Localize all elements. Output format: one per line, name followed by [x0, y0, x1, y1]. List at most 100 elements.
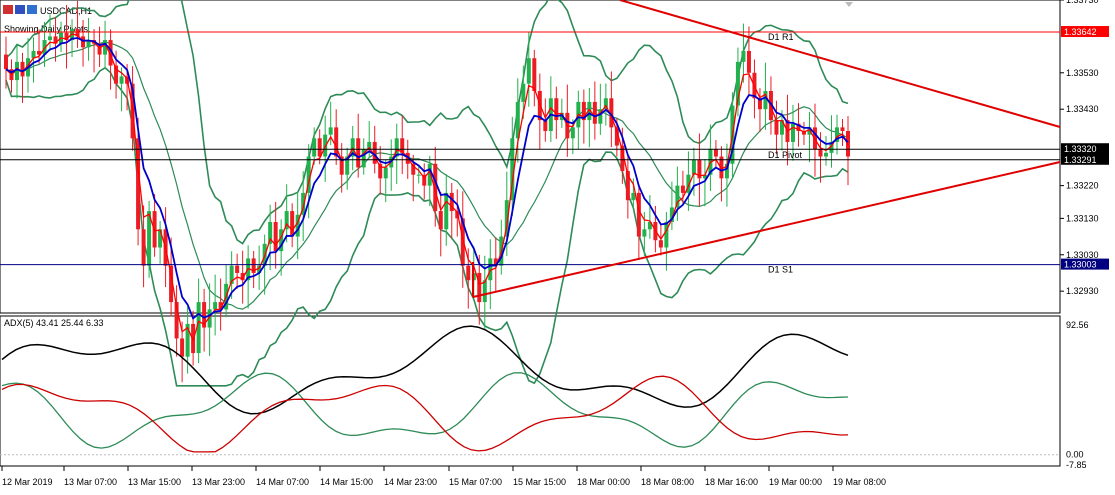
candle-body [75, 29, 80, 37]
candle-body [526, 58, 531, 84]
header: USDCAD,H1 Showing Daily Pivots. [3, 5, 92, 34]
candle-body [829, 141, 834, 153]
adx-main-line [1, 325, 849, 415]
candle-body [136, 138, 141, 230]
candle-body [306, 156, 311, 193]
candle-body [664, 222, 669, 248]
scroll-marker-icon[interactable] [845, 2, 853, 7]
time-tick-label: 19 Mar 00:00 [769, 477, 822, 487]
candle-body [229, 265, 234, 284]
candle-body [356, 138, 361, 168]
adx-title: ADX(5) 43.41 25.44 6.33 [4, 318, 104, 328]
candle-body [477, 272, 482, 303]
candle-body [433, 163, 438, 212]
time-tick-label: 13 Mar 23:00 [192, 477, 245, 487]
pivot-price-tag-text: 1.33003 [1064, 260, 1097, 270]
candle-body [570, 127, 575, 139]
time-tick-label: 18 Mar 16:00 [705, 477, 758, 487]
main-plot-frame [0, 0, 1061, 314]
time-tick-label: 12 Mar 2019 [2, 477, 53, 487]
time-tick-label: 15 Mar 15:00 [513, 477, 566, 487]
candle-body [345, 156, 350, 175]
candle-body [521, 83, 526, 102]
candle-body [840, 127, 845, 132]
candle-body [339, 156, 344, 175]
candle-body [361, 149, 366, 168]
candle-body [587, 101, 592, 121]
candle-body [108, 40, 113, 66]
candle-body [383, 167, 388, 179]
candle-body [444, 192, 449, 230]
candle-body [581, 101, 586, 121]
candle-body [466, 265, 471, 281]
candle-body [213, 302, 218, 310]
candle-body [141, 229, 146, 266]
candle-body [438, 211, 443, 230]
candle-body [631, 192, 636, 201]
candle-body [158, 229, 163, 248]
candle-body [724, 163, 729, 179]
candle-body [185, 323, 190, 357]
candle-body [312, 138, 317, 157]
time-tick-label: 14 Mar 07:00 [256, 477, 309, 487]
candles [4, 0, 850, 383]
candle-body [763, 90, 768, 110]
candle-body [411, 163, 416, 175]
candle-body [719, 156, 724, 179]
time-tick-label: 18 Mar 00:00 [577, 477, 630, 487]
candle-body [647, 222, 652, 230]
candle-body [147, 211, 152, 266]
price-tick-label: 1.33220 [1066, 181, 1099, 191]
candle-body [268, 222, 273, 244]
adx-lines [0, 325, 1060, 456]
adx-tick-label: -7.85 [1066, 460, 1087, 470]
pivot-price-tag-text: 1.33320 [1064, 144, 1097, 154]
current-price-tag-text: 1.33291 [1064, 155, 1097, 165]
candle-body [691, 160, 696, 175]
candle-body [174, 302, 179, 339]
candle-body [290, 211, 295, 237]
bars-icon [27, 5, 37, 14]
pivot-label: D1 Pivot [768, 150, 803, 160]
candle-body [460, 218, 465, 266]
time-tick-label: 13 Mar 15:00 [128, 477, 181, 487]
candle-body [636, 192, 641, 237]
candle-body [790, 123, 795, 142]
candle-body [103, 40, 108, 55]
candle-body [31, 50, 36, 59]
time-tick-label: 14 Mar 15:00 [320, 477, 373, 487]
candle-body [642, 229, 647, 237]
symbol-title: USDCAD,H1 [40, 6, 92, 16]
candle-body [834, 127, 839, 142]
bollinger-lower [5, 66, 849, 387]
candle-body [15, 61, 20, 81]
candle-body [86, 40, 91, 48]
chart-subtitle: Showing Daily Pivots. [4, 24, 91, 34]
candle-body [625, 171, 630, 201]
candle-body [598, 109, 603, 124]
candle-body [394, 138, 399, 157]
trendline-lower[interactable] [472, 161, 1061, 298]
adx-tick-label: 0.00 [1066, 450, 1084, 460]
candle-body [449, 192, 454, 212]
candle-body [823, 152, 828, 157]
candle-body [378, 163, 383, 179]
candle-body [554, 98, 559, 121]
candle-body [317, 138, 322, 157]
time-tick-label: 19 Mar 08:00 [833, 477, 886, 487]
candle-body [202, 302, 207, 328]
candle-body [482, 280, 487, 303]
candle-body [372, 141, 377, 164]
time-tick-label: 13 Mar 07:00 [64, 477, 117, 487]
candle-body [119, 76, 124, 84]
trendline-upper[interactable] [619, 0, 1061, 128]
pivot-label: D1 S1 [768, 265, 793, 275]
candle-body [801, 131, 806, 135]
adx-tick-label: 92.56 [1066, 320, 1089, 330]
candle-body [273, 222, 278, 252]
bollinger-upper [5, 0, 849, 245]
candle-body [218, 302, 223, 310]
price-tick-label: 1.32930 [1066, 286, 1099, 296]
candle-body [328, 127, 333, 135]
